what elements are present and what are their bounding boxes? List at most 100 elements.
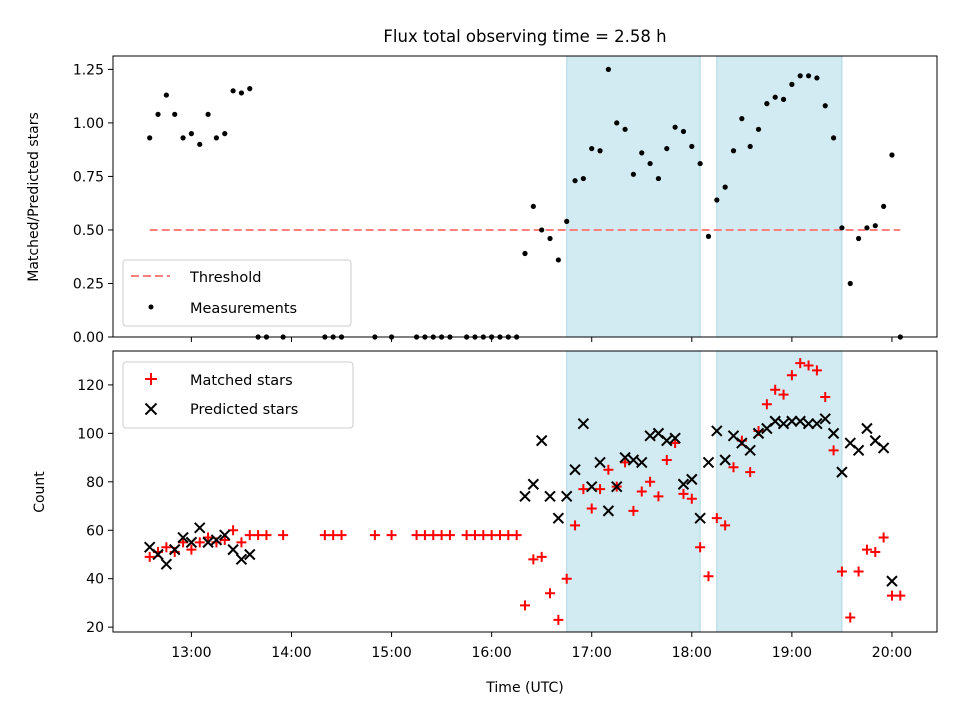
matched-star-point <box>836 566 847 577</box>
matched-star-point <box>536 551 547 562</box>
shaded-interval <box>566 350 701 633</box>
matched-star-point <box>728 462 739 473</box>
matched-star-point <box>553 614 564 625</box>
matched-star-point <box>786 370 797 381</box>
predicted-star-point <box>861 422 873 435</box>
measurement-point <box>655 175 662 182</box>
matched-star-point <box>461 530 472 541</box>
matched-star-point <box>828 445 839 456</box>
y-tick-label: 20 <box>86 620 104 636</box>
matched-star-point <box>853 566 864 577</box>
measurement-point <box>672 124 678 130</box>
x-tick-label: 17:00 <box>572 645 612 661</box>
top-legend-box <box>122 259 352 327</box>
matched-star-point <box>369 530 380 541</box>
ratio-panel: Flux total observing time = 2.58 h 0.000… <box>26 27 938 346</box>
x-axis-label: Time (UTC) <box>485 680 563 696</box>
matched-star-point <box>261 530 272 541</box>
matched-star-point <box>336 530 347 541</box>
x-tick-label: 15:00 <box>371 645 411 661</box>
matched-star-point <box>803 360 814 371</box>
predicted-star-point <box>769 415 781 427</box>
legend-predicted-swatch <box>144 402 158 416</box>
matched-star-point <box>695 542 706 553</box>
predicted-star-point <box>719 454 731 466</box>
matched-star-point <box>745 467 756 478</box>
matched-star-point <box>528 554 539 565</box>
matched-star-point <box>845 612 856 623</box>
measurement-point <box>747 143 753 150</box>
predicted-star-point <box>636 456 648 469</box>
predicted-star-point <box>202 536 214 549</box>
measurement-point <box>555 257 561 263</box>
legend-matched-label: Matched stars <box>190 373 293 389</box>
chart-title: Flux total observing time = 2.58 h <box>383 27 666 46</box>
predicted-star-point <box>194 522 206 534</box>
measurement-point <box>797 73 803 79</box>
y-tick-label: 1.25 <box>73 62 104 78</box>
matched-star-point <box>486 530 497 541</box>
shaded-interval <box>566 55 701 338</box>
matched-star-point <box>770 384 781 395</box>
measurement-point <box>739 116 745 122</box>
y-tick-label: 0.50 <box>73 223 104 239</box>
shaded-interval <box>716 55 843 338</box>
measurement-point <box>605 66 612 72</box>
predicted-star-point <box>619 451 631 464</box>
x-tick-label: 13:00 <box>171 645 211 661</box>
measurement-point <box>147 135 153 141</box>
predicted-star-point <box>827 427 840 440</box>
bottom-y-axis-label: Count <box>32 471 48 513</box>
matched-star-point <box>278 530 289 541</box>
matched-star-point <box>595 484 606 495</box>
predicted-star-point <box>886 575 898 587</box>
x-tick-label: 19:00 <box>772 645 812 661</box>
matched-star-point <box>645 476 656 487</box>
measurement-point <box>764 101 770 107</box>
bottom-axes-frame <box>112 350 938 633</box>
predicted-star-point <box>877 442 890 454</box>
predicted-star-point <box>560 490 573 503</box>
matched-star-point <box>720 520 731 531</box>
legend-measurements-swatch <box>148 304 154 310</box>
y-tick-label: 120 <box>77 378 104 394</box>
matched-star-point <box>253 530 264 541</box>
measurement-point <box>881 203 887 210</box>
predicted-star-point <box>519 490 531 503</box>
top-y-axis-label: Matched/Predicted stars <box>26 112 42 282</box>
matched-star-point <box>703 571 714 582</box>
predicted-star-point <box>611 480 623 493</box>
x-tick-label: 20:00 <box>872 645 912 661</box>
predicted-star-point <box>819 413 831 425</box>
matched-star-point <box>861 544 872 555</box>
count-panel: 20 40 60 80 100 120 13:00 14:00 15:00 16:00 17:00… <box>32 350 938 696</box>
predicted-star-point <box>794 415 806 427</box>
predicted-star-point <box>586 480 598 493</box>
predicted-star-point <box>602 505 615 517</box>
legend-matched-swatch <box>145 373 157 385</box>
measurement-point <box>664 145 670 152</box>
measurement-point <box>247 86 253 92</box>
matched-star-point <box>636 486 647 497</box>
predicted-star-point <box>160 558 173 570</box>
predicted-star-point <box>752 427 765 440</box>
matched-star-point <box>203 532 214 543</box>
matched-star-point <box>219 534 230 545</box>
matched-star-point <box>419 530 430 541</box>
measurement-point <box>847 280 853 287</box>
predicted-star-point <box>219 529 231 541</box>
measurement-point <box>772 94 778 100</box>
matched-star-point <box>661 455 672 466</box>
measurement-point <box>589 145 595 152</box>
predicted-star-point <box>185 536 198 549</box>
bottom-shaded-intervals <box>566 350 843 633</box>
matched-star-point <box>870 547 881 558</box>
measurement-point <box>197 141 203 147</box>
measurement-point <box>680 128 687 135</box>
measurement-point <box>188 131 194 137</box>
measurement-point <box>222 131 228 137</box>
measurement-point <box>705 233 712 239</box>
matched-star-point <box>886 590 897 601</box>
predicted-stars-points <box>143 413 898 587</box>
